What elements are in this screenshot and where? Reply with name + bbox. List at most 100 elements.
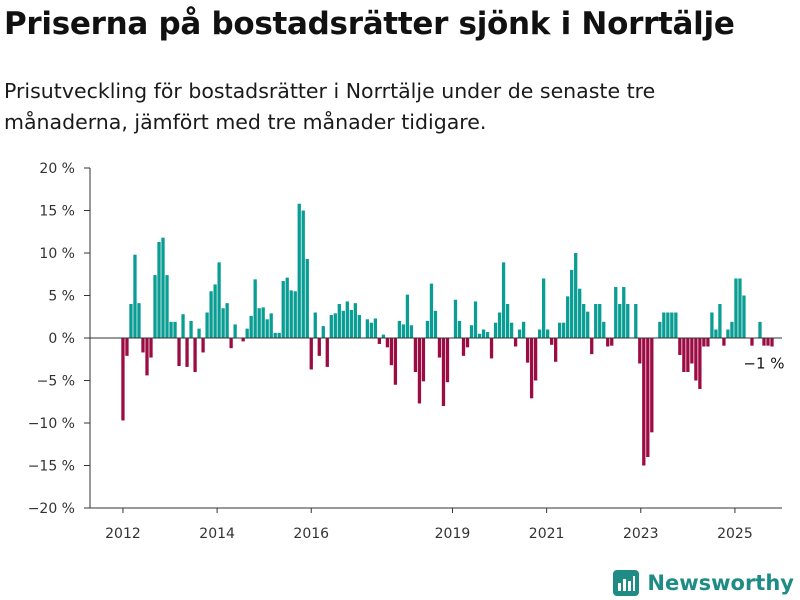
bar (734, 278, 738, 338)
bar (453, 299, 458, 338)
bars (121, 203, 774, 466)
bar (177, 338, 181, 367)
bar (125, 338, 129, 356)
bar (189, 321, 193, 338)
bar (165, 275, 169, 338)
bar (738, 278, 742, 338)
bar (369, 322, 373, 338)
bar (533, 338, 538, 381)
bar (586, 311, 590, 338)
bar (698, 338, 702, 389)
bar (441, 338, 446, 406)
bar (469, 325, 474, 338)
bar (121, 338, 125, 421)
bar (517, 329, 522, 338)
bar (217, 262, 221, 338)
bar (714, 329, 718, 338)
chart-title: Priserna på bostadsrätter sjönk i Norrtä… (4, 6, 735, 42)
bar (141, 338, 145, 353)
bar (481, 329, 486, 338)
bar (413, 338, 418, 372)
bar (161, 237, 165, 338)
bar (385, 338, 390, 348)
x-tick-label: 2014 (199, 526, 235, 542)
bar (525, 338, 530, 363)
x-tick-label: 2012 (105, 526, 141, 542)
bar (509, 322, 514, 338)
bar (485, 332, 490, 338)
bar (213, 284, 217, 338)
bar (578, 288, 582, 338)
bar (129, 304, 133, 338)
bar (425, 321, 430, 338)
bar (614, 287, 618, 338)
y-tick-label: 0 % (48, 331, 75, 347)
bar (157, 241, 161, 338)
bar (622, 287, 626, 338)
bar (257, 308, 261, 338)
bar (670, 312, 674, 338)
bar (497, 312, 502, 338)
bar (726, 329, 730, 338)
bar (582, 304, 586, 338)
bar (598, 304, 602, 338)
bar (618, 304, 622, 338)
bar (397, 321, 402, 338)
bar (646, 338, 650, 457)
brand-name: Newsworthy (647, 571, 794, 595)
bar (173, 321, 177, 338)
y-tick-label: 15 % (39, 204, 75, 220)
bar (309, 338, 313, 370)
y-tick-label: 20 % (39, 161, 75, 177)
bar (341, 310, 345, 338)
bar (501, 262, 506, 338)
y-tick-label: −20 % (28, 501, 75, 517)
bar (730, 321, 734, 338)
bar (269, 313, 273, 338)
bar (437, 338, 442, 358)
bar (401, 324, 406, 338)
bar (253, 279, 257, 338)
bar (277, 332, 281, 338)
bar (349, 309, 353, 338)
bar (405, 294, 410, 338)
bar (682, 338, 686, 372)
bar (233, 324, 237, 338)
bar (550, 338, 554, 345)
bar (762, 338, 766, 346)
bar (153, 275, 157, 338)
bar (493, 322, 498, 338)
bar (393, 338, 398, 385)
bar (229, 338, 233, 349)
y-tick-label: −10 % (28, 416, 75, 432)
bar (594, 304, 598, 338)
x-tick-label: 2021 (529, 526, 565, 542)
bar (457, 321, 462, 338)
bar (409, 325, 414, 338)
bar (273, 332, 277, 338)
bar (529, 338, 534, 399)
bar (537, 329, 542, 338)
bar (293, 291, 297, 338)
bar (489, 338, 494, 359)
bar (674, 312, 678, 338)
bar (766, 338, 770, 346)
bar (505, 304, 510, 338)
bar (313, 312, 317, 338)
bar (357, 315, 361, 338)
bar (193, 338, 197, 372)
y-tick-label: −15 % (28, 459, 75, 475)
bar (445, 338, 450, 383)
bar (666, 312, 670, 338)
bar (289, 290, 293, 338)
bar (337, 304, 341, 338)
bar (373, 318, 378, 338)
x-tick-label: 2019 (435, 526, 471, 542)
bar (421, 338, 426, 382)
bar (429, 283, 434, 338)
bar (546, 329, 550, 338)
x-tick-label: 2025 (717, 526, 753, 542)
bar (662, 312, 666, 338)
bar (137, 303, 141, 338)
bar (638, 338, 642, 364)
